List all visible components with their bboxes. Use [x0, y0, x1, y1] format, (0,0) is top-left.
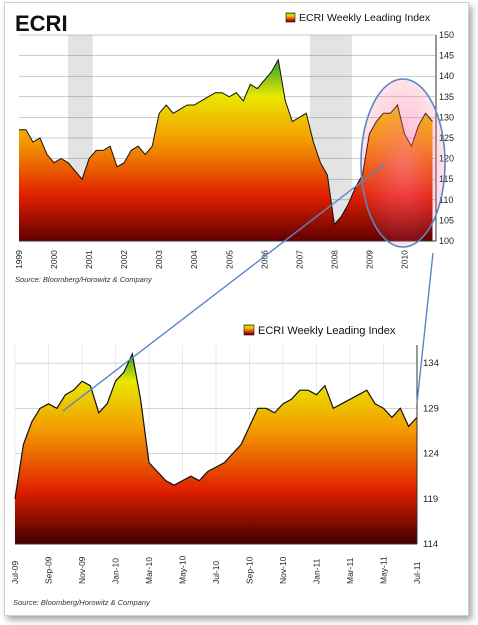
- legend-swatch: [285, 12, 296, 23]
- y-tick-label: 129: [423, 403, 439, 414]
- y-tick-label: 114: [423, 539, 438, 550]
- y-tick-label: 135: [439, 92, 454, 102]
- zoom-connector: [62, 78, 446, 412]
- top-chart: 100 105 110 115 120 125 130 135 140 145 150 1999 200…: [14, 12, 454, 284]
- y-tick-label: 119: [423, 494, 438, 505]
- x-tick-label: 2006: [259, 250, 269, 269]
- x-tick-label: 2008: [329, 250, 339, 269]
- y-tick-label: 125: [439, 133, 454, 143]
- y-tick-label: 145: [439, 51, 454, 61]
- y-tick-label: 134: [423, 358, 439, 369]
- chart-canvas: ECRI 100 105 110 115 120 125 130 135 140 145 150 19…: [10, 11, 454, 607]
- y-tick-label: 130: [439, 112, 454, 122]
- page-title: ECRI: [15, 11, 68, 36]
- legend-label: ECRI Weekly Leading Index: [299, 12, 431, 24]
- x-tick-label: 1999: [14, 250, 24, 269]
- connector-line-right: [416, 252, 434, 404]
- x-tick-label: 2010: [399, 250, 409, 269]
- x-tick-label: Mar-10: [144, 557, 154, 584]
- legend-swatch: [243, 324, 255, 336]
- zoom-highlight-ellipse: [360, 78, 446, 248]
- y-tick-label: 100: [439, 236, 454, 246]
- y-tick-label: 120: [439, 154, 454, 164]
- chart-panel: ECRI 100 105 110 115 120 125 130 135 140 145 150 19…: [4, 2, 469, 616]
- y-tick-label: 115: [439, 174, 453, 184]
- x-tick-label: 2009: [364, 250, 374, 269]
- x-tick-label: May-10: [178, 555, 188, 584]
- series-line: [14, 352, 418, 499]
- x-tick-label: Jan-10: [111, 558, 121, 584]
- x-tick-label: 2001: [84, 250, 94, 269]
- bottom-chart: 114 119 124 129 134 Jul-09 Sep-09 Nov-09 Jan-10 M…: [10, 324, 439, 607]
- connector-line-left: [62, 163, 386, 412]
- x-tick-label: May-11: [379, 556, 389, 584]
- x-tick-label: 2002: [119, 250, 129, 269]
- y-tick-label: 150: [439, 30, 454, 40]
- source-note: Source: Bloomberg/Horowitz & Company: [13, 598, 151, 607]
- area-fill: [15, 354, 417, 544]
- y-tick-label: 140: [439, 71, 454, 81]
- x-tick-label: Sep-09: [44, 556, 54, 584]
- x-tick-label: Sep-10: [245, 556, 255, 584]
- x-tick-label: 2003: [154, 250, 164, 269]
- y-tick-label: 124: [423, 449, 439, 460]
- x-tick-label: Jul-09: [10, 561, 20, 584]
- x-tick-label: 2004: [189, 250, 199, 269]
- x-tick-label: 2005: [224, 250, 234, 269]
- x-tick-label: Jan-11: [312, 558, 322, 584]
- y-tick-label: 105: [439, 215, 454, 225]
- x-tick-label: 2007: [294, 250, 304, 269]
- x-tick-label: Nov-09: [77, 556, 87, 584]
- area-fill: [19, 59, 433, 242]
- x-tick-label: Jul-10: [211, 561, 221, 584]
- x-tick-label: Nov-10: [278, 556, 288, 584]
- x-tick-label: Mar-11: [345, 557, 355, 584]
- legend-label: ECRI Weekly Leading Index: [258, 325, 396, 337]
- y-tick-label: 110: [439, 195, 453, 205]
- x-tick-label: 2000: [49, 250, 59, 269]
- x-tick-label: Jul-11: [412, 561, 422, 584]
- source-note: Source: Bloomberg/Horowitz & Company: [15, 275, 153, 284]
